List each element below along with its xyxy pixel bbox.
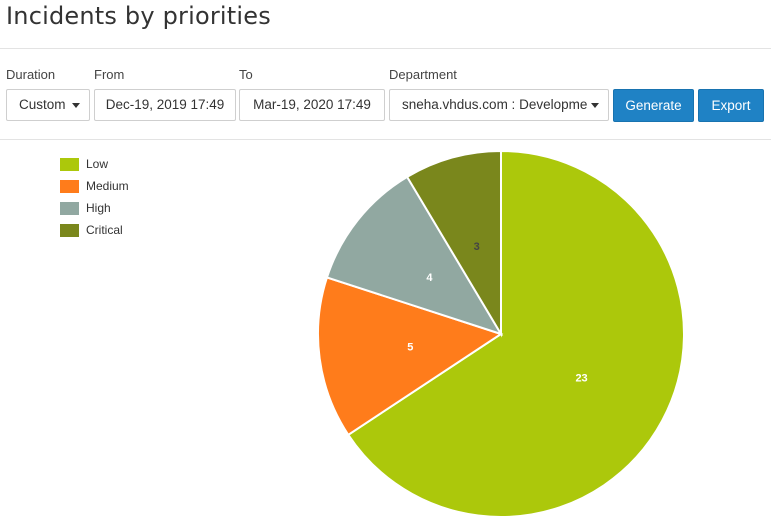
legend-swatch-medium xyxy=(60,180,79,193)
department-select[interactable]: sneha.vhdus.com : Developme xyxy=(389,89,609,121)
legend-swatch-critical xyxy=(60,224,79,237)
legend-swatch-low xyxy=(60,158,79,171)
legend-label-high: High xyxy=(86,201,111,215)
toolbar-divider xyxy=(0,139,771,140)
to-date-input[interactable]: Mar-19, 2020 17:49 xyxy=(239,89,385,121)
from-date-value: Dec-19, 2019 17:49 xyxy=(105,97,225,112)
header-divider xyxy=(0,48,771,49)
legend-swatch-high xyxy=(60,202,79,215)
pie-slice-critical[interactable] xyxy=(405,149,502,338)
to-date-value: Mar-19, 2020 17:49 xyxy=(253,97,371,112)
duration-label: Duration xyxy=(6,67,56,82)
chevron-down-icon xyxy=(591,103,599,108)
pie-label-low: 23 xyxy=(575,372,587,384)
from-date-input[interactable]: Dec-19, 2019 17:49 xyxy=(94,89,236,121)
duration-select[interactable]: Custom xyxy=(6,89,90,121)
pie-label-medium: 5 xyxy=(407,341,413,353)
chevron-down-icon xyxy=(72,103,80,108)
export-button[interactable]: Export xyxy=(698,89,764,122)
pie-slice-high[interactable] xyxy=(325,175,504,336)
pie-slice-low[interactable] xyxy=(346,149,685,518)
pie-label-critical: 3 xyxy=(474,241,480,253)
duration-value: Custom xyxy=(19,97,66,112)
legend-label-critical: Critical xyxy=(86,223,123,237)
department-value: sneha.vhdus.com : Developme xyxy=(402,97,588,112)
department-label: Department xyxy=(389,67,457,82)
pie-slice-medium[interactable] xyxy=(317,276,504,437)
pie-label-high: 4 xyxy=(426,272,433,284)
legend-label-medium: Medium xyxy=(86,179,129,193)
page-title: Incidents by priorities xyxy=(6,2,271,30)
to-label: To xyxy=(239,67,253,82)
from-label: From xyxy=(94,67,125,82)
legend-label-low: Low xyxy=(86,157,109,171)
generate-button[interactable]: Generate xyxy=(613,89,694,122)
